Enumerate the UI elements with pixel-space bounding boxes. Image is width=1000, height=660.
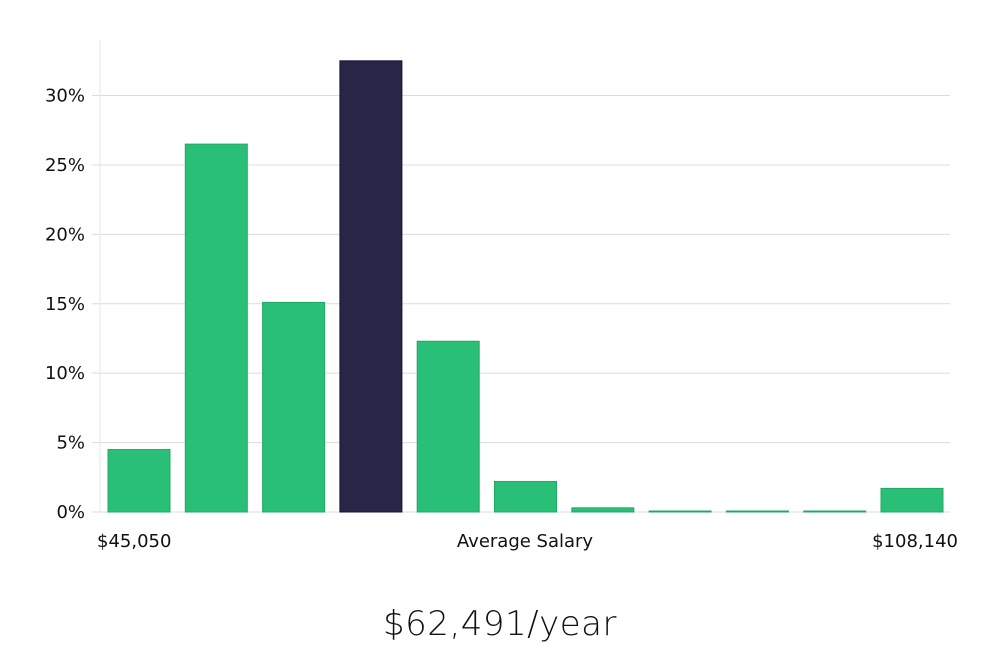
salary-histogram-chart: 0% 5% 10% 15% 20% 25% 30% $45,050 Average Sala… — [45, 40, 958, 552]
bar-highlighted — [339, 60, 403, 513]
bars-group — [107, 60, 944, 513]
bar — [725, 510, 789, 513]
bar — [880, 487, 944, 513]
y-tick-label: 10% — [45, 363, 85, 384]
bar — [648, 510, 712, 513]
bar — [803, 510, 867, 513]
bar — [107, 449, 171, 513]
y-tick-label: 0% — [56, 502, 85, 523]
x-min-label: $45,050 — [97, 531, 171, 552]
bar — [494, 480, 557, 513]
x-max-label: $108,140 — [872, 531, 958, 552]
bar — [262, 301, 326, 513]
y-tick-label: 15% — [45, 294, 85, 315]
bar — [184, 143, 248, 513]
average-salary-value: $62,491/year — [383, 604, 617, 644]
bar — [571, 507, 635, 513]
y-tick-label: 5% — [56, 433, 85, 454]
y-tick-label: 30% — [45, 86, 85, 107]
y-tick-label: 20% — [45, 224, 85, 245]
bar — [416, 340, 480, 513]
x-axis-title: Average Salary — [457, 531, 594, 552]
y-tick-label: 25% — [45, 155, 85, 176]
y-tick-labels: 0% 5% 10% 15% 20% 25% 30% — [45, 86, 85, 523]
